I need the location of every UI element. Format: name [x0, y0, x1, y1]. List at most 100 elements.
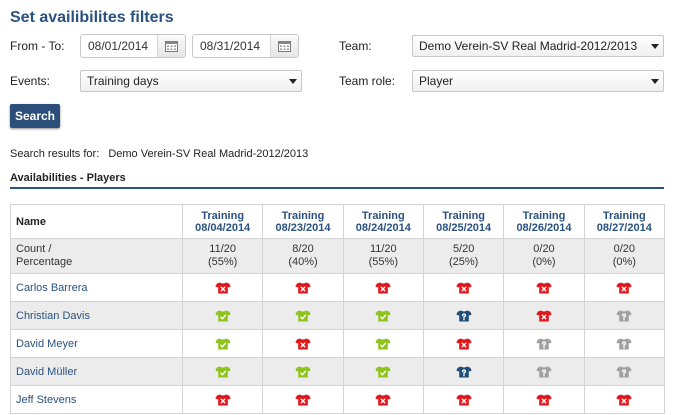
- availability-cell[interactable]: [583, 273, 666, 302]
- availability-cell[interactable]: [342, 329, 424, 358]
- availability-cell[interactable]: [583, 357, 666, 386]
- player-name[interactable]: Jeff Stevens: [10, 385, 183, 414]
- team-select[interactable]: Demo Verein-SV Real Madrid-2012/2013: [412, 35, 664, 57]
- availability-cell[interactable]: [422, 301, 505, 330]
- player-row: Christian Davis: [10, 301, 666, 330]
- availability-cell[interactable]: [503, 385, 585, 414]
- shirt-x-icon: [214, 282, 231, 294]
- availability-cell[interactable]: [422, 329, 505, 358]
- shirt-x-icon: [536, 282, 552, 294]
- count-value: 0/20: [613, 243, 636, 255]
- availability-cell[interactable]: [262, 385, 344, 414]
- availability-cell[interactable]: [422, 357, 505, 386]
- results-team: Demo Verein-SV Real Madrid-2012/2013: [108, 148, 309, 160]
- count-value: 11/20: [209, 243, 237, 255]
- shirt-x-icon: [375, 282, 392, 294]
- player-row: David Meyer: [10, 329, 666, 358]
- player-name[interactable]: David Meyer: [10, 329, 183, 358]
- availability-cell[interactable]: [342, 273, 424, 302]
- from-to-label: From - To:: [10, 39, 65, 53]
- event-title: Training: [602, 209, 646, 222]
- shirt-question-icon: [536, 366, 552, 378]
- chevron-down-icon: [647, 43, 663, 49]
- player-row: David Müller: [10, 357, 666, 386]
- results-prefix: Search results for:: [10, 148, 100, 160]
- date-to-input[interactable]: [193, 35, 270, 57]
- count-row: Count / Percentage 11/20 (55%) 8/20 (40%) 1…: [10, 238, 666, 274]
- event-column-header[interactable]: Training 08/04/2014: [181, 204, 264, 239]
- availability-cell[interactable]: [181, 357, 264, 386]
- event-column-header[interactable]: Training 08/26/2014: [503, 204, 585, 239]
- percentage-value: (0%): [612, 256, 636, 268]
- count-label-cell: Count / Percentage: [10, 238, 183, 274]
- percentage-value: (40%): [288, 256, 318, 268]
- count-cell: 11/20 (55%): [342, 238, 424, 274]
- count-value: 0/20: [533, 243, 555, 255]
- player-name[interactable]: Carlos Barrera: [10, 273, 183, 302]
- shirt-question-icon: [455, 366, 472, 378]
- count-value: 8/20: [292, 243, 314, 255]
- calendar-icon: [278, 41, 291, 52]
- team-role-select-value: Player: [419, 74, 454, 88]
- shirt-check-icon: [375, 338, 392, 350]
- availability-cell[interactable]: [181, 329, 264, 358]
- player-name[interactable]: Christian Davis: [10, 301, 183, 330]
- availability-cell[interactable]: [342, 301, 424, 330]
- availability-cell[interactable]: [342, 385, 424, 414]
- availability-cell[interactable]: [503, 273, 585, 302]
- shirt-x-icon: [455, 282, 472, 294]
- event-column-header[interactable]: Training 08/24/2014: [342, 204, 424, 239]
- availability-cell[interactable]: [422, 385, 505, 414]
- shirt-x-icon: [616, 282, 633, 294]
- search-button[interactable]: Search: [10, 104, 60, 128]
- event-title: Training: [201, 209, 245, 222]
- availability-cell[interactable]: [503, 301, 585, 330]
- event-column-header[interactable]: Training 08/25/2014: [422, 204, 505, 239]
- event-date: 08/26/2014: [516, 221, 572, 234]
- percentage-value: (55%): [207, 256, 238, 268]
- availability-cell[interactable]: [583, 385, 666, 414]
- shirt-question-icon: [616, 310, 633, 322]
- count-value: 5/20: [452, 243, 475, 255]
- availability-cell[interactable]: [422, 273, 505, 302]
- availability-cell[interactable]: [181, 273, 264, 302]
- availability-cell[interactable]: [503, 329, 585, 358]
- availability-cell[interactable]: [583, 301, 666, 330]
- availability-cell[interactable]: [342, 357, 424, 386]
- shirt-check-icon: [295, 310, 311, 322]
- shirt-check-icon: [214, 338, 231, 350]
- date-to-calendar-button[interactable]: [270, 35, 298, 57]
- shirt-x-icon: [295, 282, 311, 294]
- event-title: Training: [442, 209, 486, 222]
- availability-cell[interactable]: [262, 301, 344, 330]
- date-from-calendar-button[interactable]: [157, 35, 185, 57]
- count-value: 11/20: [369, 243, 397, 255]
- availability-cell[interactable]: [181, 385, 264, 414]
- count-cell: 8/20 (40%): [262, 238, 344, 274]
- availability-cell[interactable]: [181, 301, 264, 330]
- event-column-header[interactable]: Training 08/23/2014: [262, 204, 344, 239]
- team-select-value: Demo Verein-SV Real Madrid-2012/2013: [419, 39, 638, 53]
- percentage-value: (55%): [368, 256, 398, 268]
- availability-cell[interactable]: [262, 357, 344, 386]
- date-from-input[interactable]: [81, 35, 157, 57]
- page-title: Set availibilites filters: [10, 9, 174, 26]
- event-column-header[interactable]: Training 08/27/2014: [583, 204, 666, 239]
- shirt-x-icon: [455, 338, 472, 350]
- events-select[interactable]: Training days: [80, 70, 302, 92]
- shirt-question-icon: [616, 366, 633, 378]
- availability-cell[interactable]: [262, 273, 344, 302]
- availability-cell[interactable]: [583, 329, 666, 358]
- table-header-row: Name Training 08/04/2014 Training 08/23/20…: [10, 204, 666, 239]
- shirt-question-icon: [536, 338, 552, 350]
- player-name[interactable]: David Müller: [10, 357, 183, 386]
- shirt-x-icon: [536, 310, 552, 322]
- availability-cell[interactable]: [503, 357, 585, 386]
- events-label: Events:: [10, 74, 51, 88]
- percentage-value: (25%): [448, 256, 479, 268]
- availability-cell[interactable]: [262, 329, 344, 358]
- count-cell: 11/20 (55%): [181, 238, 264, 274]
- team-role-select[interactable]: Player: [412, 70, 664, 92]
- shirt-check-icon: [375, 310, 392, 322]
- shirt-check-icon: [295, 366, 311, 378]
